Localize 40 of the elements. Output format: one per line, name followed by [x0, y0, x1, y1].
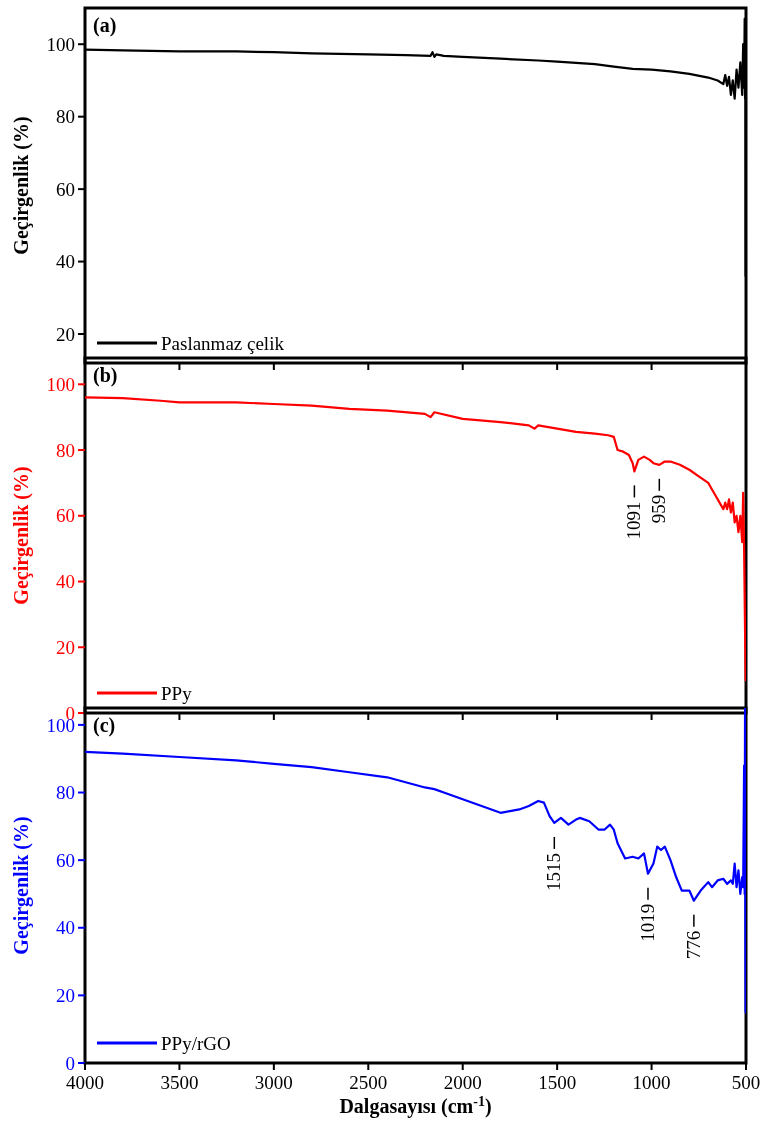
chart-title: (a): [93, 14, 117, 37]
x-axis-title: Dalgasayısı (cm$^{-1}$): [339, 1093, 492, 1118]
y-tick-label: 40: [56, 917, 75, 939]
annotation: 1091: [623, 501, 645, 540]
x-tick-label: 500: [731, 1072, 761, 1093]
y-tick-label: 0: [65, 1052, 75, 1074]
chart-title: (c): [93, 714, 116, 737]
legend-label: PPy: [161, 682, 193, 704]
legend-label: PPy/rGO: [161, 1032, 231, 1054]
y-axis-title: Geçirgenlik (%): [10, 466, 33, 605]
x-tick-label: 3500: [160, 1072, 199, 1093]
x-tick-label: 2500: [349, 1072, 388, 1093]
x-tick-label: 3000: [254, 1072, 293, 1093]
x-tick-label: 2000: [443, 1072, 482, 1093]
annotation: 1019: [636, 903, 658, 942]
y-tick-label: 80: [56, 439, 75, 461]
y-axis-title: Geçirgenlik (%): [10, 816, 33, 955]
line-series: [85, 708, 746, 1014]
y-axis-title: Geçirgenlik (%): [10, 116, 33, 255]
y-tick-label: 60: [56, 505, 75, 527]
y-tick-label: 80: [56, 106, 75, 128]
y-tick-label: 40: [56, 571, 75, 593]
x-tick-label: 1000: [632, 1072, 671, 1093]
y-tick-label: 20: [56, 985, 75, 1007]
y-tick-label: 100: [46, 373, 75, 395]
y-tick-label: 20: [56, 323, 75, 345]
line-series: [85, 396, 746, 682]
x-tick-label: 1500: [538, 1072, 577, 1093]
legend-label: Paslanmaz çelik: [161, 332, 285, 354]
x-tick-label: 4000: [66, 1072, 104, 1093]
annotation: 1515: [543, 852, 565, 891]
y-tick-label: 100: [46, 33, 75, 55]
annotation: 959: [648, 494, 670, 524]
annotation: 776: [682, 930, 704, 960]
y-tick-label: 60: [56, 849, 75, 871]
y-tick-label: 40: [56, 251, 75, 273]
y-tick-label: 80: [56, 782, 75, 804]
y-tick-label: 20: [56, 636, 75, 658]
y-tick-label: 60: [56, 178, 75, 200]
chart-title: (b): [93, 364, 118, 387]
